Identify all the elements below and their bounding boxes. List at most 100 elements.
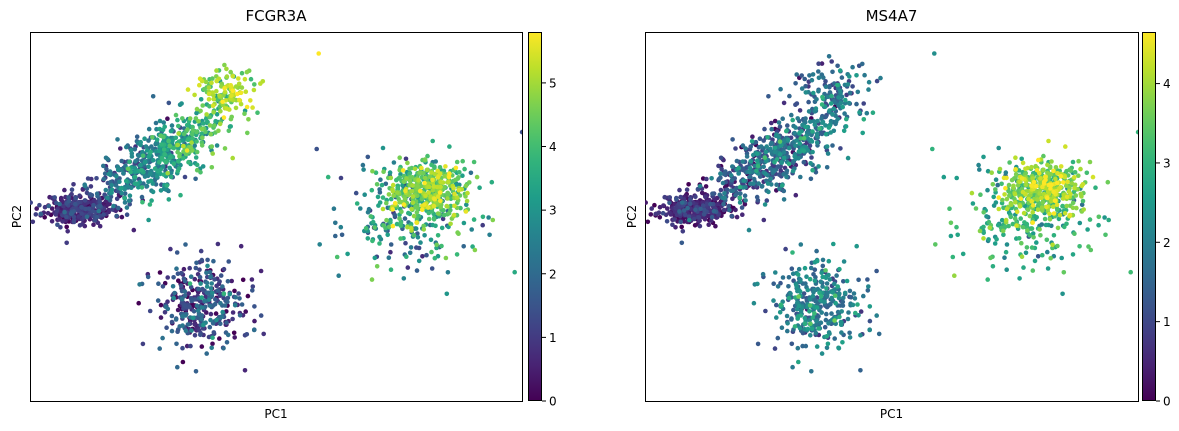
data-point (793, 143, 798, 149)
data-point (430, 138, 436, 144)
data-point (250, 105, 255, 110)
data-point (208, 317, 213, 323)
data-point (990, 264, 996, 269)
data-point (1013, 167, 1018, 172)
data-point (976, 162, 981, 168)
data-point (171, 275, 176, 280)
data-point (771, 298, 776, 303)
panel-fcgr3a: FCGR3A PC1 PC2 0 1 2 3 4 5 (10, 7, 557, 421)
data-point (206, 97, 212, 102)
data-point (697, 183, 703, 189)
data-point (194, 167, 200, 173)
data-point (1030, 268, 1036, 273)
data-point (1041, 167, 1046, 173)
data-point (431, 217, 437, 222)
data-point (1014, 209, 1020, 215)
data-point (369, 187, 375, 193)
data-point (206, 297, 212, 303)
data-point (1006, 189, 1011, 194)
data-point (1072, 170, 1078, 175)
data-point (119, 190, 125, 196)
data-point (187, 281, 193, 286)
data-point (127, 159, 132, 165)
data-point (1021, 265, 1026, 270)
data-point (837, 266, 842, 272)
data-point (198, 97, 204, 102)
data-point (388, 267, 394, 273)
data-point (1052, 198, 1058, 203)
data-point (232, 288, 237, 294)
data-point (713, 223, 718, 229)
data-point (1030, 203, 1036, 208)
data-point (648, 212, 654, 217)
data-point (762, 155, 768, 160)
data-point (445, 192, 451, 198)
data-point (830, 69, 835, 75)
data-point (370, 238, 375, 244)
data-point (806, 109, 812, 114)
data-point (756, 181, 761, 186)
data-point (1063, 183, 1069, 189)
data-point (981, 210, 986, 215)
data-point (812, 267, 818, 273)
data-point (454, 252, 460, 257)
data-point (430, 177, 435, 183)
data-point (836, 345, 841, 351)
data-point (854, 73, 859, 78)
data-point (860, 130, 865, 136)
data-point (718, 155, 724, 161)
data-point (221, 291, 227, 296)
x-axis-label: PC1 (880, 407, 903, 421)
data-point (1073, 193, 1079, 198)
data-point (718, 171, 723, 176)
data-point (1017, 276, 1022, 281)
data-point (133, 159, 138, 164)
data-point (791, 307, 796, 313)
data-point (181, 156, 186, 161)
data-point (837, 291, 842, 296)
data-point (977, 228, 983, 234)
data-point (832, 281, 837, 287)
data-point (864, 110, 870, 116)
colorbar-frame (1142, 32, 1156, 401)
data-point (751, 181, 756, 186)
data-point (207, 303, 213, 308)
data-point (242, 111, 247, 116)
data-point (724, 187, 730, 193)
data-point (62, 187, 67, 193)
data-point (758, 144, 764, 149)
data-point (844, 116, 849, 122)
data-point (167, 165, 172, 171)
data-point (747, 165, 753, 171)
data-point (874, 268, 879, 274)
data-point (827, 85, 832, 90)
data-point (114, 213, 119, 219)
data-point (977, 167, 982, 172)
data-point (1061, 192, 1066, 198)
data-point (711, 208, 717, 214)
data-point (730, 196, 735, 202)
data-point (778, 280, 783, 286)
data-point (1044, 237, 1050, 243)
data-point (471, 217, 477, 222)
data-point (162, 152, 167, 157)
data-point (772, 149, 778, 155)
data-point (704, 176, 709, 182)
data-point (836, 295, 842, 301)
data-point (1038, 176, 1043, 181)
data-point (454, 159, 460, 165)
data-point (179, 271, 184, 276)
data-point (839, 94, 845, 99)
data-point (37, 202, 42, 208)
data-point (204, 351, 209, 356)
data-point (415, 231, 420, 236)
data-point (1019, 254, 1025, 259)
data-point (1013, 200, 1018, 205)
data-point (1076, 158, 1081, 164)
data-point (202, 298, 207, 304)
data-point (214, 88, 219, 94)
data-point (198, 281, 203, 286)
data-point (826, 125, 832, 130)
data-point (1088, 247, 1094, 253)
data-point (244, 69, 250, 75)
